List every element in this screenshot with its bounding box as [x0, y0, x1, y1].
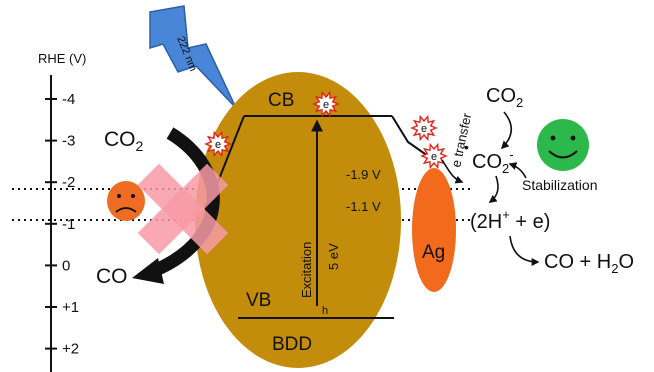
stabilization-label: Stabilization	[522, 177, 598, 193]
energy-axis: RHE (V) -4 -3 -2 -1 0 +1 +2	[38, 51, 86, 372]
vb-label: VB	[246, 290, 271, 311]
co2-adsorption-arrow	[500, 111, 513, 150]
stabilization-arrow	[508, 162, 527, 179]
bdd-semiconductor	[195, 72, 401, 368]
left-co-label: CO	[96, 265, 128, 288]
lightning-bolt-icon: 222 nm	[149, 5, 237, 109]
electron-bursts: e e e e	[204, 90, 448, 170]
transfer-arrow	[441, 159, 464, 184]
axis-tick-label: -1	[62, 216, 75, 233]
product-arrow	[509, 235, 540, 266]
co2-conversion-arrowhead	[132, 258, 164, 284]
bdd-label: BDD	[272, 334, 312, 355]
co2-conversion-arrow	[153, 127, 220, 276]
electron-burst-icon: e	[204, 130, 232, 158]
axis-tick-label: -3	[62, 133, 75, 150]
radical-dot: •	[464, 139, 469, 155]
e-transfer-label: e transfer	[448, 111, 474, 168]
level-label-2: -1.1 V	[346, 199, 381, 214]
blocked-cross-icon	[137, 163, 229, 255]
left-co2-label: CO2	[104, 128, 144, 154]
electron-label: e	[421, 123, 427, 135]
electron-burst-icon: e	[312, 90, 340, 118]
band-gap-label: 5 eV	[326, 243, 341, 270]
electron-burst-icon: e	[410, 114, 438, 142]
hole-label: h	[322, 305, 328, 317]
cb-label: CB	[268, 90, 294, 111]
excitation-label: Excitation	[299, 242, 314, 298]
right-co2-label: CO2	[486, 85, 523, 110]
co2-radical-label: CO2-	[472, 147, 514, 176]
axis-tick-label: +2	[62, 341, 79, 358]
happy-face-icon	[537, 119, 589, 171]
protons-label: (2H+ + e)	[470, 207, 550, 233]
axis-tick-label: -2	[62, 174, 75, 191]
axis-title: RHE (V)	[38, 51, 86, 66]
level-label-1: -1.9 V	[346, 167, 381, 182]
ag-label: Ag	[422, 242, 445, 263]
axis-tick-label: 0	[62, 257, 70, 274]
electron-burst-icon: e	[420, 142, 448, 170]
electron-label: e	[431, 151, 437, 163]
axis-tick-label: -4	[62, 91, 75, 108]
axis-tick-label: +1	[62, 299, 79, 316]
reduction-arrow	[488, 175, 499, 203]
ag-particle	[412, 168, 456, 292]
products-label: CO + H2O	[544, 251, 634, 276]
electron-label: e	[215, 139, 221, 151]
right-electron-path	[391, 115, 429, 157]
electron-label: e	[323, 99, 329, 111]
sad-face-icon	[107, 181, 145, 221]
